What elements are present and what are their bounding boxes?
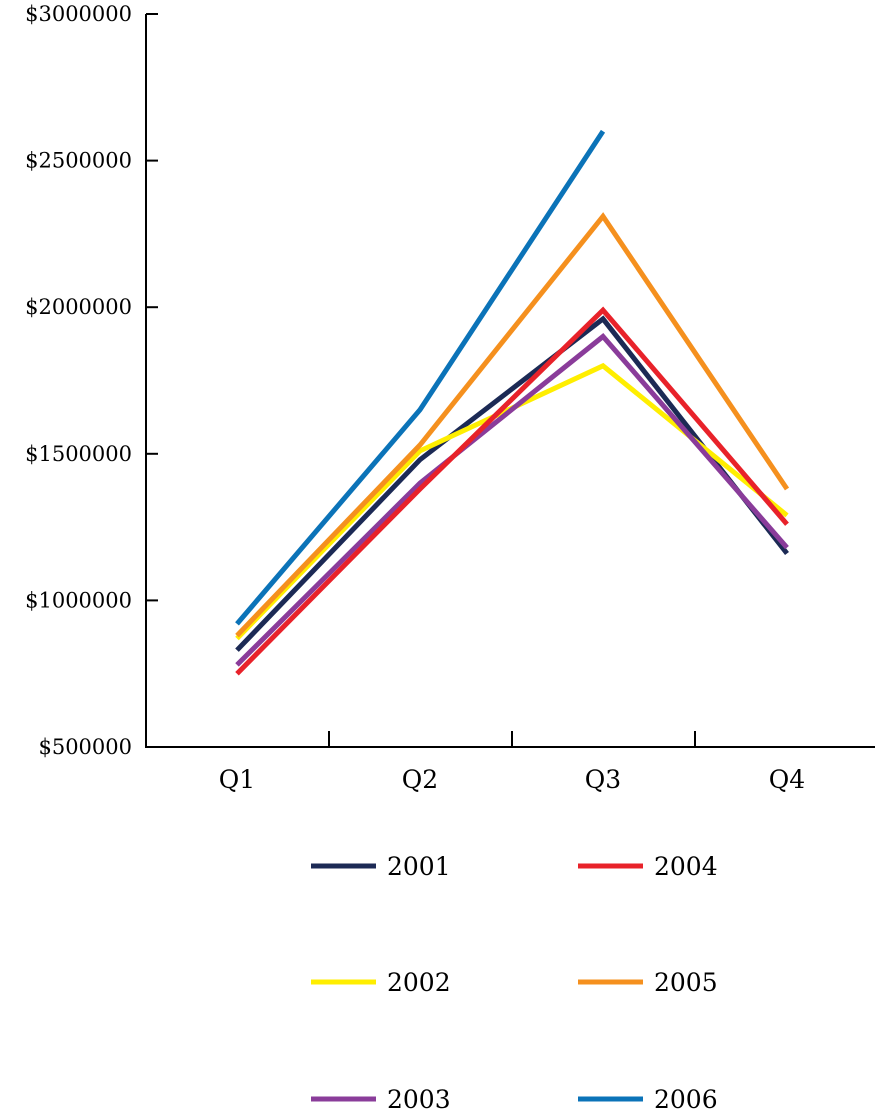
plot-lines (235, 129, 790, 676)
y-tick-label: $2000000 (25, 295, 132, 319)
y-tick-label: $2500000 (25, 149, 132, 173)
legend: 2001 2002 2003 2004 2005 2006 (311, 852, 718, 1114)
x-tick-label: Q4 (769, 765, 805, 794)
y-tick-label: $500000 (38, 735, 132, 759)
y-tick-label: $3000000 (25, 2, 132, 26)
legend-label-2004: 2004 (654, 852, 718, 881)
legend-label-2001: 2001 (387, 852, 451, 881)
x-tick-label: Q1 (219, 765, 255, 794)
series-line-2004 (235, 306, 789, 676)
y-ticks: $500000 $1000000 $1500000 $2000000 $2500000 $… (25, 2, 158, 759)
legend-label-2003: 2003 (387, 1085, 451, 1114)
y-tick-label: $1000000 (25, 588, 132, 612)
y-tick-label: $1500000 (25, 442, 132, 466)
axes (145, 14, 875, 748)
series-line-2003 (235, 333, 789, 667)
legend-label-2005: 2005 (654, 968, 718, 997)
x-ticks: Q1 Q2 Q3 Q4 (219, 731, 805, 794)
series-line-2005 (235, 212, 790, 638)
x-tick-label: Q2 (402, 765, 438, 794)
legend-label-2006: 2006 (654, 1085, 718, 1114)
series-line-2001 (235, 315, 789, 652)
x-tick-label: Q3 (585, 765, 621, 794)
legend-label-2002: 2002 (387, 968, 451, 997)
series-line-2006 (235, 129, 606, 626)
